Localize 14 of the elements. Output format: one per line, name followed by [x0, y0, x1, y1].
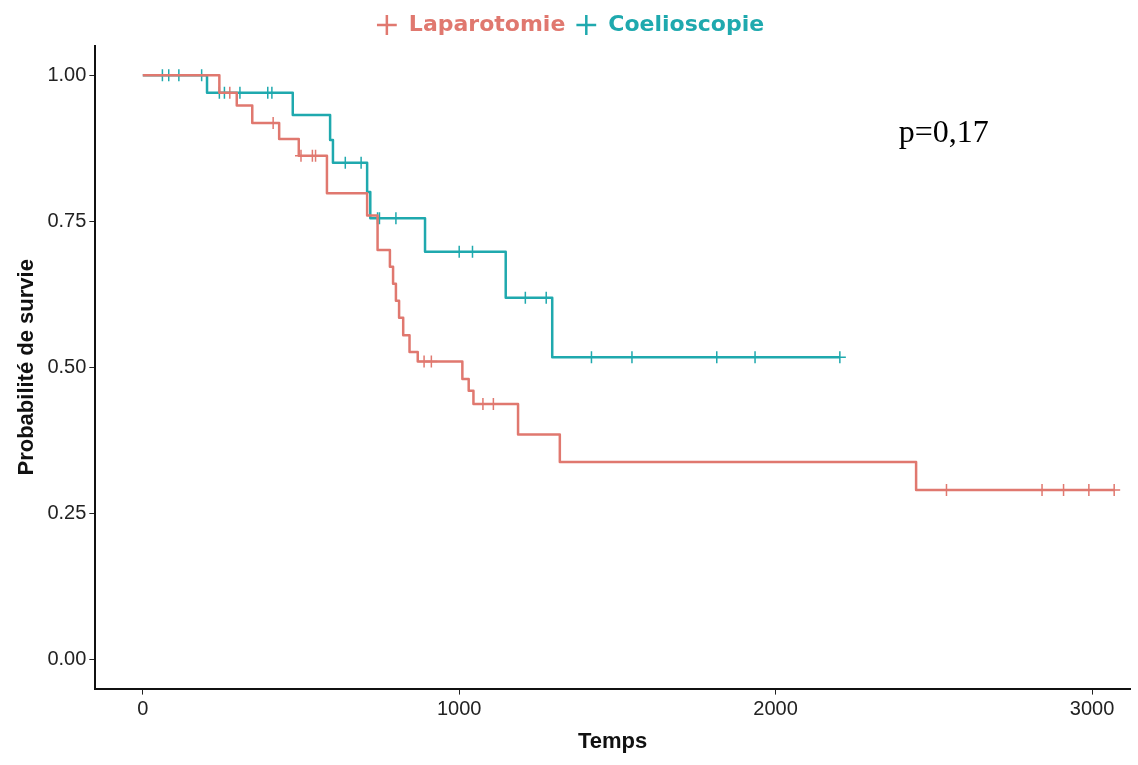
legend-label: Coelioscopie — [608, 10, 765, 36]
y-tick-label: 0.00 — [47, 646, 87, 669]
legend-label: Laparotomie — [408, 10, 566, 36]
x-tick-label: 3000 — [1069, 697, 1115, 720]
x-axis-title: Temps — [578, 727, 648, 753]
annotation: p=0,17 — [898, 113, 989, 150]
y-tick-label: 1.00 — [47, 62, 87, 85]
y-axis-title: Probabilité de survie — [13, 259, 39, 476]
x-tick-label: 0 — [137, 697, 149, 720]
y-tick-label: 0.75 — [47, 208, 87, 231]
x-tick-label: 1000 — [436, 697, 482, 720]
x-tick-label: 2000 — [753, 697, 798, 720]
y-tick-label: 0.50 — [47, 354, 87, 377]
y-tick-label: 0.25 — [47, 500, 87, 523]
